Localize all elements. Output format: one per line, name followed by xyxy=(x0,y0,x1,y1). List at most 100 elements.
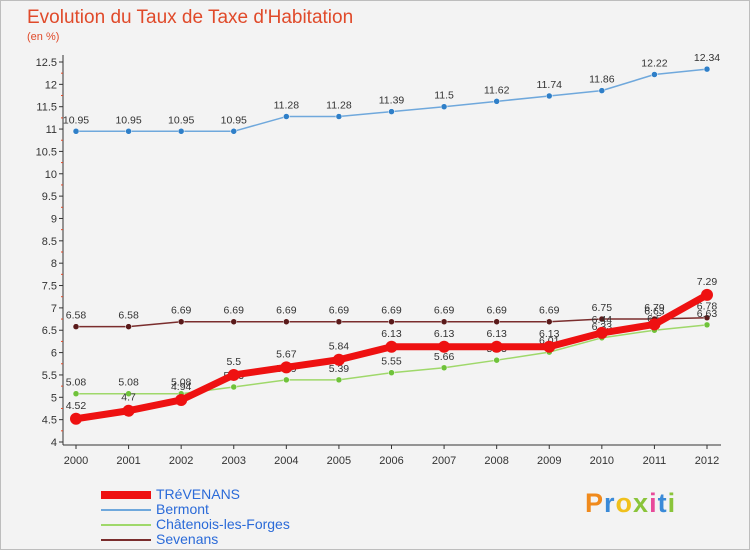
x-tick-label: 2005 xyxy=(327,455,351,467)
legend-label: Bermont xyxy=(156,501,209,517)
data-label: 11.28 xyxy=(326,100,352,112)
data-point xyxy=(651,71,658,78)
data-label: 10.95 xyxy=(63,114,89,126)
y-tick-label: 10.5 xyxy=(36,146,57,158)
y-tick-label: 11 xyxy=(46,124,57,136)
data-label: 6.69 xyxy=(434,305,455,317)
data-label: 6.69 xyxy=(539,305,560,317)
logo-letter: P xyxy=(585,488,605,518)
y-tick-label: 7.5 xyxy=(42,281,57,293)
data-label: 11.28 xyxy=(274,100,300,112)
data-point xyxy=(177,318,185,325)
data-label: 12.34 xyxy=(694,52,720,64)
legend-label: TRéVENANS xyxy=(156,486,241,502)
data-point xyxy=(283,113,290,120)
data-point xyxy=(440,318,448,325)
data-label: 6.69 xyxy=(224,305,245,317)
x-tick-label: 2000 xyxy=(64,455,88,467)
logo-letter: o xyxy=(615,488,634,518)
x-tick-label: 2006 xyxy=(379,455,403,467)
data-point xyxy=(703,65,711,73)
data-label: 6.63 xyxy=(644,305,665,317)
data-point xyxy=(177,128,185,135)
data-label: 11.5 xyxy=(434,90,454,102)
data-point xyxy=(230,383,237,391)
data-point xyxy=(122,404,135,417)
legend-swatch xyxy=(101,538,151,541)
data-label: 10.95 xyxy=(221,114,247,126)
data-point xyxy=(125,128,132,135)
y-tick-label: 12 xyxy=(45,79,57,91)
data-point xyxy=(283,376,290,384)
data-label: 10.95 xyxy=(115,114,141,126)
y-tick-label: 4 xyxy=(51,437,57,449)
data-point xyxy=(388,108,395,115)
chart-subtitle: (en %) xyxy=(27,31,60,43)
x-tick-label: 2004 xyxy=(274,455,298,467)
data-point xyxy=(438,340,451,353)
y-tick-label: 5.5 xyxy=(42,370,57,382)
data-point xyxy=(598,87,606,94)
x-tick-label: 2012 xyxy=(695,455,719,467)
data-label: 6.44 xyxy=(592,314,613,326)
data-point xyxy=(493,98,500,105)
data-point xyxy=(546,318,553,325)
y-tick-label: 10 xyxy=(45,169,57,181)
data-point xyxy=(385,340,398,353)
data-point xyxy=(490,340,503,353)
data-point xyxy=(70,412,82,425)
y-tick-label: 7 xyxy=(51,303,57,315)
data-label: 11.74 xyxy=(537,79,563,91)
data-label: 5.39 xyxy=(329,363,350,375)
y-tick-label: 6 xyxy=(51,348,57,360)
data-point xyxy=(388,369,395,376)
data-point xyxy=(125,323,132,330)
data-label: 5.08 xyxy=(118,377,139,389)
data-point xyxy=(283,318,290,325)
data-point xyxy=(175,393,188,406)
x-tick-label: 2001 xyxy=(116,455,140,467)
y-tick-label: 8 xyxy=(51,258,57,270)
logo-letter: r xyxy=(604,488,616,518)
x-tick-label: 2008 xyxy=(484,455,508,467)
data-label: 6.79 xyxy=(644,302,665,314)
data-point xyxy=(701,288,713,301)
legend-swatch xyxy=(101,508,151,511)
y-tick-label: 12.5 xyxy=(36,57,57,69)
legend-label: Sevenans xyxy=(156,531,219,547)
data-label: 6.69 xyxy=(329,305,350,317)
chart-title: Evolution du Taux de Taxe d'Habitation xyxy=(27,7,354,28)
data-label: 6.13 xyxy=(486,328,507,340)
proxiti-logo: Proxiti xyxy=(585,488,676,519)
data-point xyxy=(280,361,293,374)
logo-letter: t xyxy=(657,488,668,518)
x-tick-label: 2010 xyxy=(590,455,614,467)
data-point xyxy=(440,364,448,372)
data-label: 5.08 xyxy=(66,377,87,389)
data-point xyxy=(493,356,500,364)
data-label: 6.78 xyxy=(697,301,718,313)
data-label: 6.58 xyxy=(66,310,87,322)
data-point xyxy=(703,314,711,321)
data-label: 6.13 xyxy=(434,328,455,340)
data-label: 6.69 xyxy=(381,305,402,317)
data-point xyxy=(125,390,132,397)
logo-letter: x xyxy=(633,488,650,518)
x-tick-label: 2011 xyxy=(643,455,667,467)
data-point xyxy=(230,128,237,135)
data-label: 6.63 xyxy=(697,308,718,320)
data-label: 5.5 xyxy=(226,356,241,368)
data-point xyxy=(72,390,80,397)
y-tick-label: 9 xyxy=(51,213,57,225)
data-point xyxy=(72,128,80,135)
data-point xyxy=(595,326,608,339)
logo-letter: i xyxy=(649,488,658,518)
data-label: 11.86 xyxy=(589,74,615,86)
data-label: 5.67 xyxy=(276,348,297,360)
y-tick-label: 8.5 xyxy=(42,236,57,248)
y-tick-label: 11.5 xyxy=(36,102,57,114)
data-point xyxy=(543,340,556,353)
y-tick-label: 5 xyxy=(51,392,57,404)
